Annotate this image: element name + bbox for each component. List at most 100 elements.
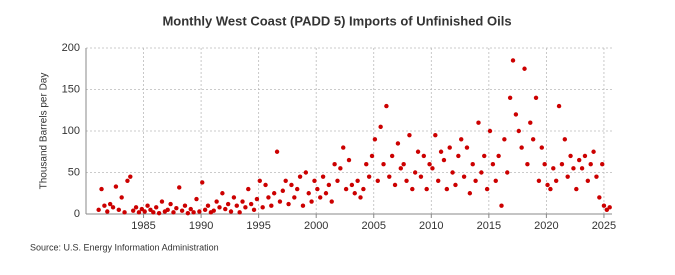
point: [482, 153, 487, 159]
point: [404, 178, 409, 183]
point: [133, 205, 139, 210]
point: [303, 170, 309, 175]
point: [177, 185, 182, 190]
point: [271, 191, 277, 196]
x-tick-label: 2025: [592, 220, 616, 232]
point: [395, 141, 401, 146]
point: [237, 210, 242, 215]
point: [490, 162, 496, 167]
point: [165, 207, 170, 213]
point: [318, 195, 323, 200]
point: [519, 145, 524, 150]
point: [234, 203, 239, 208]
x-tick-label: 1995: [246, 220, 270, 232]
point: [128, 174, 133, 179]
point: [214, 199, 219, 204]
point: [329, 199, 334, 204]
point: [110, 205, 116, 210]
point: [507, 95, 513, 101]
point: [459, 137, 464, 142]
point: [505, 170, 510, 175]
point: [171, 210, 176, 215]
point: [447, 145, 452, 150]
point: [430, 166, 435, 171]
point: [559, 162, 565, 167]
point: [343, 186, 349, 192]
point: [225, 201, 231, 207]
point: [366, 174, 372, 179]
point: [295, 186, 300, 192]
point: [182, 203, 188, 208]
point: [600, 162, 605, 167]
point: [433, 132, 438, 138]
point: [562, 137, 568, 142]
point: [145, 203, 150, 208]
point: [251, 207, 257, 213]
point: [338, 166, 343, 171]
point: [539, 145, 544, 150]
point: [421, 153, 427, 159]
point: [407, 132, 412, 138]
point: [510, 58, 516, 63]
point: [412, 170, 418, 175]
point: [574, 186, 579, 192]
point: [154, 205, 159, 210]
point: [107, 201, 113, 207]
point: [191, 210, 196, 215]
point: [571, 166, 576, 171]
point: [223, 206, 228, 212]
point: [387, 174, 392, 179]
point: [585, 178, 591, 183]
x-tick-label: 2010: [419, 220, 443, 232]
x-tick-label: 2000: [304, 220, 328, 232]
point: [513, 112, 519, 117]
point: [597, 195, 602, 200]
point: [122, 210, 127, 215]
point: [349, 182, 355, 188]
point: [484, 186, 490, 192]
point: [381, 162, 386, 167]
point: [220, 191, 225, 196]
point: [346, 157, 352, 163]
point: [217, 205, 222, 210]
y-tick-label: 50: [68, 166, 80, 178]
point: [525, 162, 530, 167]
point: [588, 162, 593, 167]
point: [260, 205, 265, 210]
point: [601, 203, 607, 208]
point: [533, 95, 539, 101]
point: [427, 162, 432, 167]
point: [125, 178, 130, 183]
point: [306, 191, 311, 196]
point: [553, 178, 559, 183]
y-tick-label: 150: [62, 83, 80, 95]
point: [398, 166, 403, 171]
point: [185, 210, 191, 216]
point: [99, 186, 104, 192]
point: [375, 178, 380, 183]
point: [174, 205, 179, 211]
x-tick-label: 2005: [362, 220, 386, 232]
point: [205, 203, 211, 208]
point: [283, 178, 288, 183]
point: [392, 182, 398, 188]
point: [438, 149, 444, 154]
point: [269, 203, 274, 208]
point: [499, 203, 504, 208]
point: [211, 208, 216, 213]
point: [320, 174, 326, 179]
point: [528, 120, 533, 125]
point: [364, 162, 369, 167]
point: [536, 178, 542, 183]
point: [159, 199, 165, 204]
point: [591, 149, 596, 154]
point: [444, 186, 450, 192]
point: [257, 178, 262, 183]
y-tick-label: 200: [62, 42, 80, 54]
point: [168, 201, 173, 207]
point: [582, 153, 588, 159]
point: [464, 145, 470, 150]
point: [179, 208, 185, 213]
point: [341, 145, 346, 150]
point: [516, 128, 521, 134]
